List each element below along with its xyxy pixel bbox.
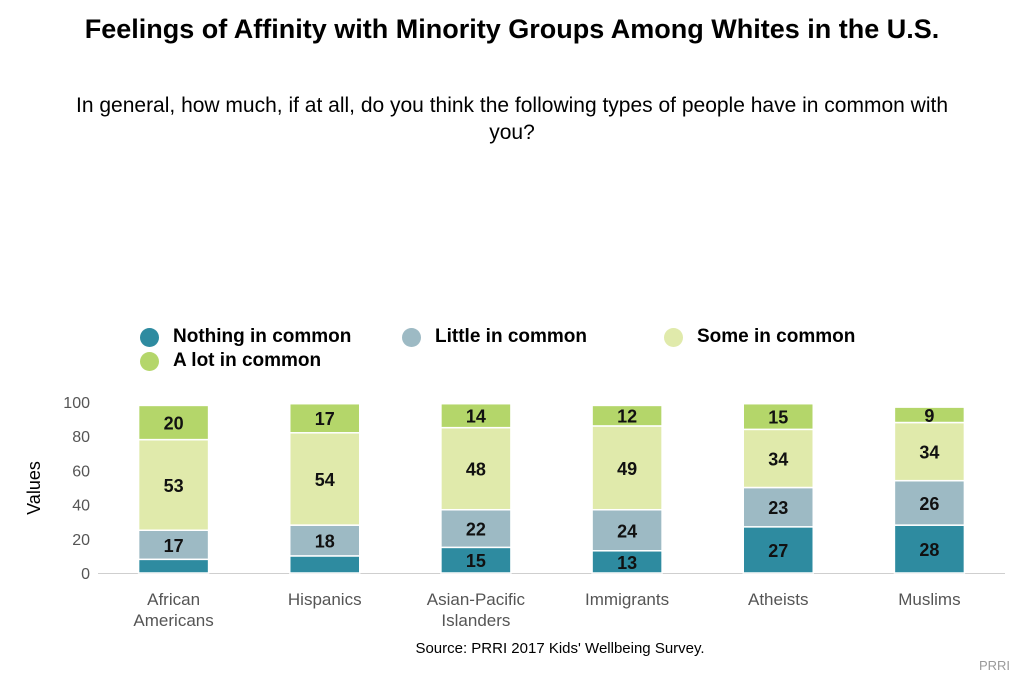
bar-segment [742, 402, 814, 431]
data-label: 54 [315, 470, 335, 490]
bar-segment [742, 526, 814, 574]
bar-segment [591, 404, 663, 427]
legend-label-some: Some in common [697, 326, 856, 347]
data-label: 22 [466, 520, 486, 540]
bar-segment [591, 508, 663, 552]
x-tick-label: Muslims [898, 590, 960, 609]
legend-swatch-some [664, 327, 683, 347]
data-label: 15 [466, 551, 486, 571]
data-label: 53 [164, 476, 184, 496]
bar-segment [137, 558, 210, 574]
bar-segment [440, 426, 512, 511]
data-label: 17 [164, 536, 184, 556]
legend-item-some[interactable]: Some in common [664, 326, 855, 348]
data-label: 34 [919, 443, 939, 463]
data-label: 28 [919, 540, 939, 560]
chart-title: Feelings of Affinity with Minority Group… [84, 14, 940, 44]
data-label: 49 [617, 459, 637, 479]
data-label: 9 [924, 406, 934, 426]
legend-item-alot[interactable]: A lot in common [140, 350, 321, 372]
legend-swatch-alot [140, 351, 159, 371]
legend-item-little[interactable]: Little in common [402, 326, 587, 348]
data-label: 20 [164, 414, 184, 434]
bar-segment [289, 432, 361, 526]
y-tick-label: 100 [63, 395, 90, 412]
bar-segment [591, 425, 663, 511]
legend-swatch-little [402, 327, 421, 347]
data-label: 15 [768, 408, 788, 428]
x-tick-label: Immigrants [585, 590, 669, 609]
x-tick-label: Americans [133, 611, 213, 630]
x-tick-label: Atheists [748, 590, 808, 609]
bar-segment [893, 406, 966, 424]
y-tick-label: 40 [72, 498, 90, 515]
bar-segment [289, 402, 361, 434]
y-tick-label: 0 [81, 566, 90, 583]
legend-label-alot: A lot in common [173, 350, 322, 371]
bar-segment [289, 524, 361, 557]
bar-segment [742, 428, 814, 489]
x-tick-label: Islanders [441, 611, 510, 630]
data-label: 17 [315, 409, 335, 429]
data-label: 23 [768, 498, 788, 518]
bar-segment [289, 555, 361, 574]
chart-subtitle: In general, how much, if at all, do you … [76, 94, 948, 144]
data-label: 14 [466, 407, 486, 427]
data-label: 13 [617, 553, 637, 573]
data-label: 26 [919, 494, 939, 514]
y-tick-label: 60 [72, 463, 90, 480]
bar-segment [893, 421, 966, 482]
y-tick-label: 20 [72, 532, 90, 549]
data-label: 12 [617, 407, 637, 427]
credit-label: PRRI [978, 658, 1010, 673]
x-tick-label: Asian-Pacific [427, 590, 526, 609]
data-label: 24 [617, 521, 637, 541]
x-tick-label: African [147, 590, 200, 609]
legend-item-nothing[interactable]: Nothing in common [140, 326, 351, 348]
legend-label-little: Little in common [435, 326, 587, 347]
x-tick-label: Hispanics [288, 590, 362, 609]
data-label: 18 [315, 532, 335, 552]
bar-segment [742, 486, 814, 528]
data-label: 34 [768, 449, 788, 469]
legend-swatch-nothing [140, 327, 159, 347]
bar-segment [440, 508, 512, 549]
bar-segment [137, 404, 210, 441]
legend-label-nothing: Nothing in common [173, 326, 352, 347]
source-note: Source: PRRI 2017 Kids' Wellbeing Survey… [415, 640, 705, 657]
y-axis-title: Values [24, 461, 44, 515]
data-label: 27 [768, 541, 788, 561]
bar-segment [893, 524, 966, 574]
bar-segment [440, 402, 512, 429]
data-label: 48 [466, 460, 486, 480]
y-tick-label: 80 [72, 429, 90, 446]
